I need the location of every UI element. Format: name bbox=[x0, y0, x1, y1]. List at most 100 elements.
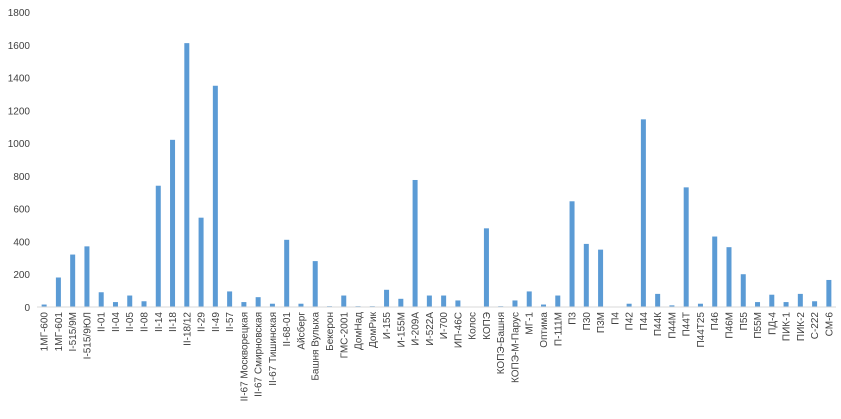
y-tick-label: 1200 bbox=[8, 106, 31, 117]
x-tick-label: I-515/9ЮЛ bbox=[82, 312, 93, 359]
bar bbox=[569, 201, 575, 307]
bar bbox=[170, 139, 176, 307]
x-tick-label: П30 bbox=[582, 312, 593, 331]
x-tick-label: Башня Вулыха bbox=[311, 312, 322, 381]
bar bbox=[526, 291, 532, 307]
x-tick-label: П3 bbox=[568, 312, 579, 325]
x-tick-label: ГМС-2001 bbox=[339, 312, 350, 359]
bar bbox=[455, 300, 461, 307]
x-tick-label: И-209А bbox=[411, 312, 422, 346]
x-tick-label: ПД-4 bbox=[767, 312, 778, 335]
x-tick-label: II-67 Смирновская bbox=[254, 312, 265, 397]
bar bbox=[55, 277, 61, 307]
bar bbox=[483, 228, 489, 307]
x-tick-label: II-49 bbox=[211, 312, 222, 332]
x-tick-label: 1МГ-600 bbox=[40, 312, 51, 352]
y-tick-label: 0 bbox=[24, 303, 30, 314]
x-tick-label: ДомРик bbox=[368, 311, 379, 348]
bar bbox=[241, 302, 247, 307]
bar bbox=[769, 294, 775, 307]
x-tick-label: П44Т25 bbox=[696, 312, 707, 348]
x-tick-label: ПИК-2 bbox=[796, 312, 807, 342]
x-tick-label: II-68-01 bbox=[282, 312, 293, 347]
bar bbox=[412, 179, 418, 307]
bar bbox=[640, 119, 646, 307]
x-tick-label: II-01 bbox=[97, 312, 108, 332]
bar bbox=[255, 297, 261, 307]
x-tick-label: П44 bbox=[639, 312, 650, 331]
x-tick-label: П42 bbox=[625, 312, 636, 331]
x-tick-label: Айсберг bbox=[295, 312, 307, 350]
bar bbox=[98, 292, 104, 307]
bar bbox=[212, 85, 218, 307]
y-tick-label: 200 bbox=[13, 270, 30, 281]
x-tick-label: II-67 Москворецкая bbox=[239, 312, 250, 401]
x-tick-label: П44К bbox=[653, 312, 664, 336]
y-tick-label: 600 bbox=[13, 205, 30, 216]
x-tick-label: П46 bbox=[710, 312, 721, 331]
x-tick-label: Оптима bbox=[539, 312, 550, 348]
x-tick-label: И-155М bbox=[396, 312, 407, 348]
x-tick-label: П-111М bbox=[553, 312, 564, 346]
bar bbox=[384, 289, 390, 307]
x-tick-label: II-14 bbox=[154, 312, 165, 332]
bar bbox=[84, 246, 90, 307]
x-tick-label: II-67 Тишинская bbox=[268, 312, 279, 386]
bar bbox=[755, 302, 761, 307]
x-tick-label: II-05 bbox=[125, 312, 136, 332]
bar bbox=[426, 295, 432, 307]
bar bbox=[783, 302, 789, 307]
bar bbox=[341, 295, 347, 307]
bar bbox=[583, 243, 589, 307]
bar bbox=[598, 249, 604, 307]
bar bbox=[726, 247, 732, 307]
bar bbox=[269, 303, 275, 307]
x-tick-label: П44Т bbox=[682, 312, 693, 336]
x-tick-label: МГ-1 bbox=[525, 312, 536, 335]
bar bbox=[541, 304, 547, 307]
bar bbox=[198, 217, 204, 307]
x-tick-label: С-222 bbox=[810, 312, 821, 340]
x-tick-label: ИП-46С bbox=[453, 312, 464, 348]
x-tick-label: II-18/12 bbox=[182, 312, 193, 346]
bar bbox=[512, 300, 518, 307]
y-tick-label: 800 bbox=[13, 172, 30, 183]
x-tick-label: И-700 bbox=[439, 312, 450, 340]
y-tick-label: 1600 bbox=[8, 41, 31, 52]
x-tick-label: И-522А bbox=[425, 312, 436, 346]
x-tick-label: И-155 bbox=[382, 312, 393, 340]
bar bbox=[141, 301, 147, 307]
x-tick-label: Бекерон bbox=[325, 312, 336, 351]
bar bbox=[555, 295, 561, 307]
x-tick-label: П3М bbox=[596, 312, 607, 333]
x-tick-label: СМ-6 bbox=[824, 312, 835, 337]
bar bbox=[812, 301, 818, 307]
bar bbox=[298, 303, 304, 307]
x-tick-label: П44М bbox=[667, 312, 678, 339]
y-tick-label: 1400 bbox=[8, 74, 31, 85]
x-tick-label: П4 bbox=[610, 312, 621, 325]
x-tick-label: II-18 bbox=[168, 312, 179, 332]
bar bbox=[284, 239, 290, 307]
bar bbox=[398, 298, 404, 307]
x-tick-label: II-04 bbox=[111, 312, 122, 332]
x-tick-label: КОПЭ bbox=[482, 312, 493, 340]
y-tick-label: 1000 bbox=[8, 139, 31, 150]
bar bbox=[441, 295, 447, 307]
x-tick-label: П46М bbox=[724, 312, 735, 339]
x-tick-label: II-08 bbox=[140, 312, 151, 332]
x-tick-label: 1МГ-601 bbox=[54, 312, 65, 352]
bar bbox=[127, 295, 133, 307]
y-tick-label: 1800 bbox=[8, 8, 31, 19]
bar bbox=[184, 43, 190, 308]
x-tick-label: I-515/9М bbox=[68, 312, 79, 351]
bar bbox=[155, 185, 161, 307]
x-tick-label: Колос bbox=[468, 312, 479, 340]
x-tick-label: П55М bbox=[753, 312, 764, 339]
bar bbox=[797, 293, 803, 307]
x-tick-label: II-57 bbox=[225, 312, 236, 332]
bar bbox=[41, 304, 47, 307]
x-tick-label: II-29 bbox=[197, 312, 208, 332]
bar bbox=[683, 187, 689, 307]
